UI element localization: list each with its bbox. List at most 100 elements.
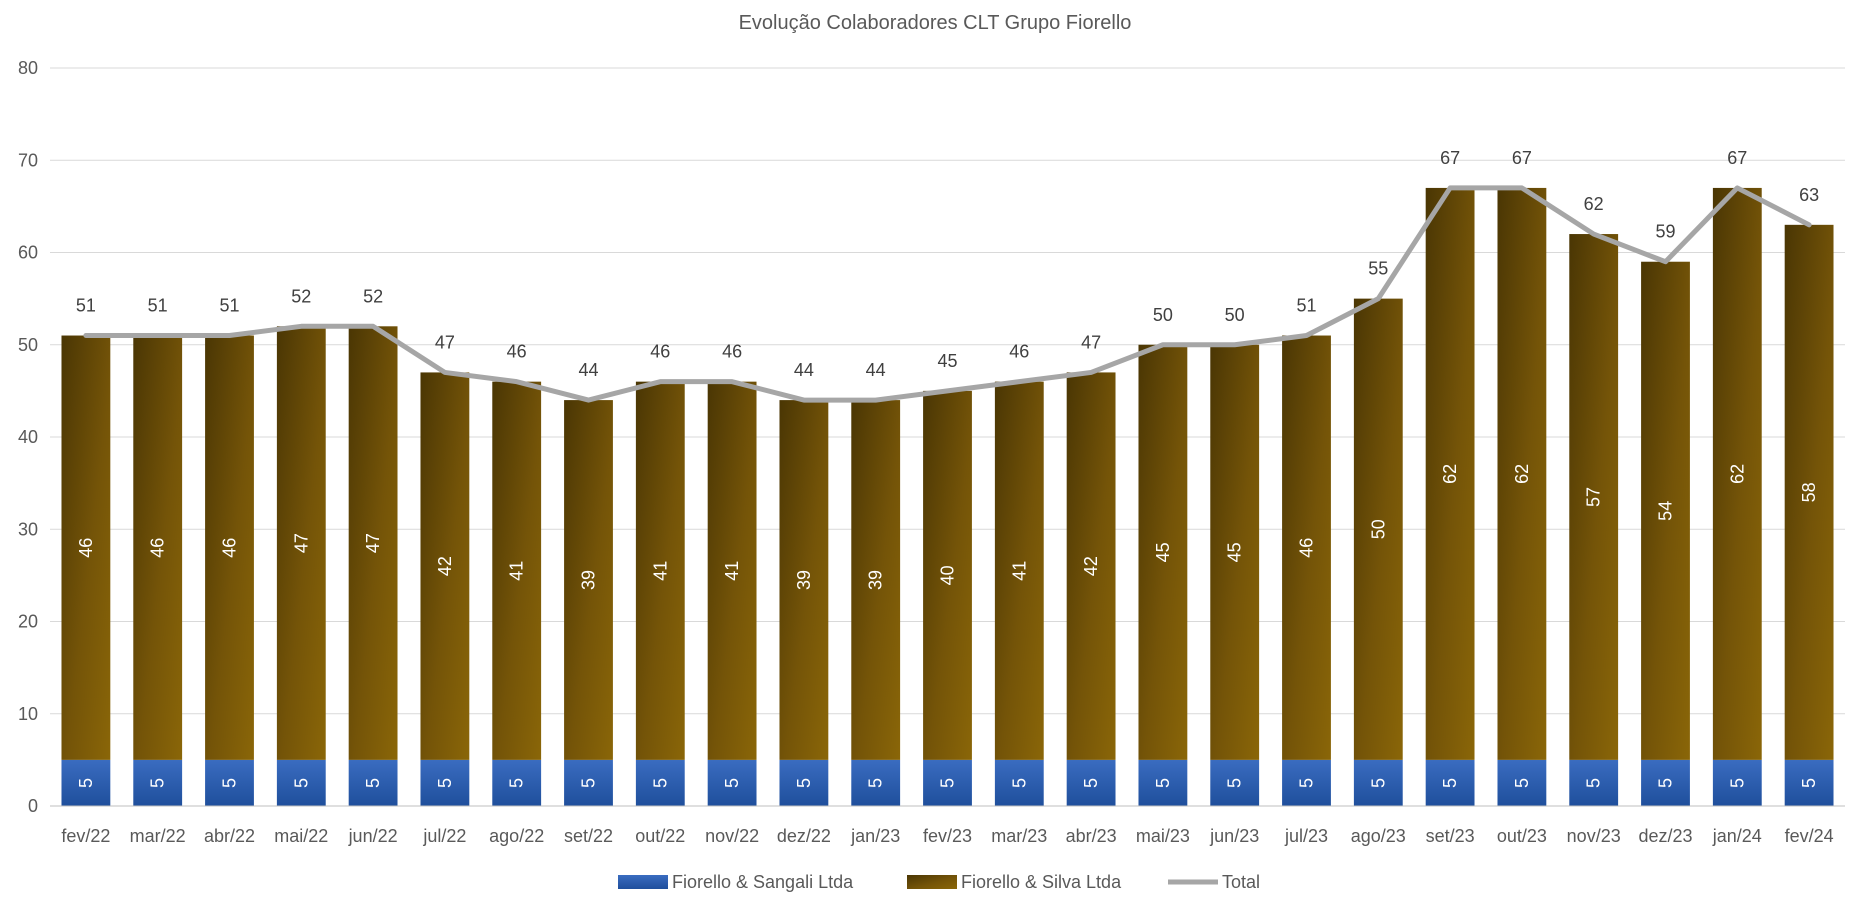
data-label-total: 46 bbox=[507, 342, 527, 362]
data-label-silva: 47 bbox=[363, 533, 383, 553]
data-label-silva: 62 bbox=[1440, 464, 1460, 484]
data-label-silva: 46 bbox=[76, 538, 96, 558]
data-label-total: 46 bbox=[650, 342, 670, 362]
x-tick-label: nov/22 bbox=[705, 826, 759, 846]
y-tick-label: 60 bbox=[18, 243, 38, 263]
legend-swatch bbox=[907, 875, 957, 889]
x-tick-label: fev/23 bbox=[923, 826, 972, 846]
data-label-sangali: 5 bbox=[866, 778, 886, 788]
data-label-sangali: 5 bbox=[1727, 778, 1747, 788]
y-tick-label: 10 bbox=[18, 704, 38, 724]
data-label-sangali: 5 bbox=[1225, 778, 1245, 788]
x-tick-label: jul/22 bbox=[422, 826, 466, 846]
x-tick-label: out/22 bbox=[635, 826, 685, 846]
data-label-sangali: 5 bbox=[650, 778, 670, 788]
data-label-total: 51 bbox=[1296, 296, 1316, 316]
legend-label: Fiorello & Sangali Ltda bbox=[672, 872, 854, 892]
data-label-sangali: 5 bbox=[1512, 778, 1532, 788]
data-label-sangali: 5 bbox=[1368, 778, 1388, 788]
x-tick-label: abr/22 bbox=[204, 826, 255, 846]
x-tick-label: fev/24 bbox=[1785, 826, 1834, 846]
data-label-total: 62 bbox=[1584, 194, 1604, 214]
data-label-sangali: 5 bbox=[1153, 778, 1173, 788]
x-tick-label: nov/23 bbox=[1567, 826, 1621, 846]
x-tick-label: jun/23 bbox=[1209, 826, 1259, 846]
legend-label: Total bbox=[1222, 872, 1260, 892]
data-label-total: 52 bbox=[291, 286, 311, 306]
data-label-silva: 42 bbox=[1081, 556, 1101, 576]
data-label-sangali: 5 bbox=[1799, 778, 1819, 788]
data-label-total: 44 bbox=[578, 360, 598, 380]
data-label-total: 50 bbox=[1153, 305, 1173, 325]
data-label-total: 52 bbox=[363, 286, 383, 306]
x-tick-label: ago/23 bbox=[1351, 826, 1406, 846]
x-tick-label: ago/22 bbox=[489, 826, 544, 846]
x-tick-label: jan/24 bbox=[1712, 826, 1762, 846]
data-label-sangali: 5 bbox=[507, 778, 527, 788]
x-tick-label: fev/22 bbox=[61, 826, 110, 846]
data-label-silva: 41 bbox=[650, 561, 670, 581]
data-label-total: 51 bbox=[76, 296, 96, 316]
data-label-silva: 42 bbox=[435, 556, 455, 576]
data-label-silva: 58 bbox=[1799, 482, 1819, 502]
legend-item: Fiorello & Silva Ltda bbox=[907, 872, 1122, 892]
data-label-total: 63 bbox=[1799, 185, 1819, 205]
legend-label: Fiorello & Silva Ltda bbox=[961, 872, 1122, 892]
x-tick-label: mar/23 bbox=[991, 826, 1047, 846]
data-label-silva: 45 bbox=[1153, 542, 1173, 562]
legend-swatch bbox=[618, 875, 668, 889]
data-label-sangali: 5 bbox=[1656, 778, 1676, 788]
data-label-sangali: 5 bbox=[435, 778, 455, 788]
data-label-silva: 57 bbox=[1584, 487, 1604, 507]
data-label-total: 55 bbox=[1368, 259, 1388, 279]
x-tick-label: jun/22 bbox=[348, 826, 398, 846]
legend: Fiorello & Sangali Ltda Fiorello & Silva … bbox=[618, 872, 1260, 892]
legend-item: Total bbox=[1168, 872, 1260, 892]
y-tick-label: 50 bbox=[18, 335, 38, 355]
data-label-sangali: 5 bbox=[1081, 778, 1101, 788]
data-label-total: 67 bbox=[1727, 148, 1747, 168]
data-label-sangali: 5 bbox=[1440, 778, 1460, 788]
data-label-silva: 41 bbox=[1009, 561, 1029, 581]
data-label-sangali: 5 bbox=[579, 778, 599, 788]
data-label-silva: 39 bbox=[579, 570, 599, 590]
data-label-sangali: 5 bbox=[220, 778, 240, 788]
data-label-silva: 62 bbox=[1512, 464, 1532, 484]
y-tick-label: 0 bbox=[28, 796, 38, 816]
data-label-silva: 46 bbox=[148, 538, 168, 558]
data-label-silva: 41 bbox=[722, 561, 742, 581]
data-label-silva: 39 bbox=[794, 570, 814, 590]
data-label-sangali: 5 bbox=[938, 778, 958, 788]
x-tick-label: dez/22 bbox=[777, 826, 831, 846]
data-label-silva: 45 bbox=[1225, 542, 1245, 562]
y-tick-label: 80 bbox=[18, 58, 38, 78]
y-tick-label: 40 bbox=[18, 427, 38, 447]
data-label-sangali: 5 bbox=[1009, 778, 1029, 788]
data-label-total: 46 bbox=[1009, 342, 1029, 362]
data-label-silva: 40 bbox=[938, 565, 958, 585]
x-tick-label: jan/23 bbox=[850, 826, 900, 846]
data-label-total: 44 bbox=[866, 360, 886, 380]
x-tick-label: out/23 bbox=[1497, 826, 1547, 846]
data-label-silva: 41 bbox=[507, 561, 527, 581]
data-label-silva: 54 bbox=[1656, 501, 1676, 521]
x-tick-label: abr/23 bbox=[1066, 826, 1117, 846]
x-tick-label: jul/23 bbox=[1284, 826, 1328, 846]
x-tick-label: mar/22 bbox=[130, 826, 186, 846]
data-label-total: 67 bbox=[1512, 148, 1532, 168]
data-label-silva: 46 bbox=[220, 538, 240, 558]
data-label-sangali: 5 bbox=[794, 778, 814, 788]
data-label-sangali: 5 bbox=[148, 778, 168, 788]
data-label-total: 51 bbox=[148, 296, 168, 316]
x-tick-label: dez/23 bbox=[1638, 826, 1692, 846]
data-label-silva: 50 bbox=[1368, 519, 1388, 539]
y-tick-label: 30 bbox=[18, 519, 38, 539]
y-tick-label: 20 bbox=[18, 612, 38, 632]
data-label-sangali: 5 bbox=[722, 778, 742, 788]
data-label-silva: 39 bbox=[866, 570, 886, 590]
x-tick-label: set/22 bbox=[564, 826, 613, 846]
chart-title: Evolução Colaboradores CLT Grupo Fiorell… bbox=[739, 12, 1132, 34]
